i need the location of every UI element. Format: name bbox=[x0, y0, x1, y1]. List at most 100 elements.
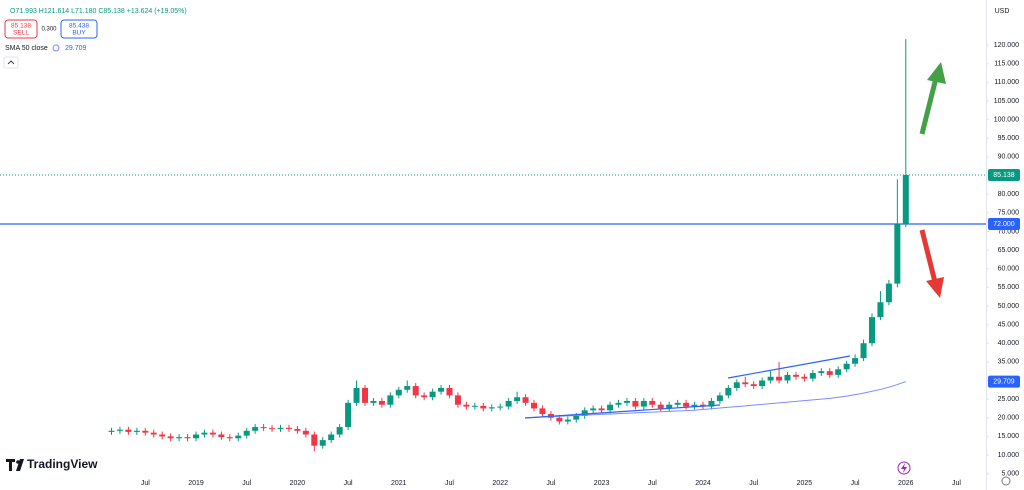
candle-body bbox=[716, 395, 723, 401]
candle-body bbox=[623, 400, 630, 403]
x-tick-label: 2025 bbox=[797, 480, 813, 487]
y-tick-label: 90.000 bbox=[998, 154, 1020, 161]
candle-body bbox=[277, 427, 284, 429]
candle-body bbox=[438, 387, 445, 392]
price-tag-label: 29.709 bbox=[993, 378, 1015, 385]
candle-body bbox=[708, 400, 715, 407]
x-tick-label: 2023 bbox=[594, 480, 610, 487]
axis-settings[interactable] bbox=[1001, 476, 1011, 486]
candle-body bbox=[142, 430, 149, 433]
candle-body bbox=[792, 374, 799, 377]
candle-body bbox=[209, 432, 216, 435]
price-tag bbox=[988, 217, 1020, 230]
brand-name: TradingView bbox=[27, 457, 98, 471]
candle-body bbox=[885, 283, 892, 303]
candle-body bbox=[666, 404, 673, 409]
brand-logo: TradingView bbox=[6, 457, 98, 471]
candle-body bbox=[759, 380, 766, 387]
candle-body bbox=[159, 434, 166, 437]
x-tick-label: 2019 bbox=[188, 480, 204, 487]
y-tick-label: 20.000 bbox=[998, 415, 1020, 422]
sell-button[interactable]: 85.138 SELL bbox=[4, 19, 38, 39]
x-tick-label: Jul bbox=[445, 480, 454, 487]
candle-body bbox=[412, 386, 419, 396]
candle-body bbox=[395, 389, 402, 396]
y-tick-label: 70.000 bbox=[998, 228, 1020, 235]
x-tick-label: Jul bbox=[141, 480, 150, 487]
candle-body bbox=[269, 428, 276, 430]
candle-body bbox=[531, 402, 537, 409]
sma-line bbox=[525, 381, 906, 419]
y-tick-label: 55.000 bbox=[998, 284, 1020, 291]
buy-label: BUY bbox=[72, 30, 86, 37]
price-tag-label: 72.000 bbox=[993, 221, 1015, 228]
candle-body bbox=[463, 404, 470, 407]
buy-price: 85.438 bbox=[69, 23, 89, 30]
candle-body bbox=[353, 387, 360, 403]
price-tag bbox=[988, 169, 1020, 182]
candle-body bbox=[125, 429, 132, 432]
candle-body bbox=[852, 358, 859, 364]
sell-label: SELL bbox=[13, 30, 29, 37]
candle-body bbox=[362, 387, 368, 403]
candle-body bbox=[818, 371, 825, 374]
candle-body bbox=[319, 440, 326, 446]
candle-body bbox=[809, 373, 816, 379]
candle-body bbox=[598, 408, 605, 411]
trend-line bbox=[727, 355, 851, 379]
candle-body bbox=[201, 432, 208, 435]
candle-body bbox=[446, 387, 453, 396]
y-tick-label: 60.000 bbox=[998, 266, 1020, 273]
event-icon[interactable] bbox=[897, 461, 911, 475]
candle-body bbox=[235, 435, 242, 439]
y-tick-label: 120.000 bbox=[994, 42, 1019, 49]
collapse-button[interactable] bbox=[3, 56, 19, 69]
candle-body bbox=[116, 429, 123, 431]
candle-body bbox=[674, 402, 681, 405]
x-tick-label: 2021 bbox=[391, 480, 407, 487]
down-arrow bbox=[919, 229, 944, 298]
buy-button[interactable]: 85.438 BUY bbox=[60, 19, 98, 39]
x-tick-label: Jul bbox=[952, 480, 961, 487]
x-tick-label: Jul bbox=[648, 480, 657, 487]
candle-body bbox=[581, 410, 588, 416]
candle-body bbox=[505, 400, 512, 407]
candle-body bbox=[514, 397, 521, 401]
candle-body bbox=[607, 404, 614, 411]
y-tick-label: 100.000 bbox=[994, 116, 1019, 123]
candle-body bbox=[378, 400, 385, 405]
y-tick-label: 25.000 bbox=[998, 396, 1020, 403]
x-tick-label: Jul bbox=[749, 480, 758, 487]
candle-body bbox=[285, 427, 292, 429]
candle-body bbox=[471, 405, 478, 407]
y-tick-label: 40.000 bbox=[998, 340, 1020, 347]
candle-body bbox=[573, 415, 580, 420]
candle-body bbox=[480, 405, 487, 409]
sma-value: 29.709 bbox=[65, 45, 87, 52]
candle-body bbox=[657, 404, 664, 409]
up-arrow bbox=[919, 62, 946, 135]
candle-body bbox=[843, 363, 850, 370]
candle-body bbox=[784, 374, 791, 381]
candle-body bbox=[176, 437, 183, 439]
candle-body bbox=[421, 395, 428, 398]
y-tick-label: 110.000 bbox=[994, 79, 1019, 86]
candle-body bbox=[539, 408, 546, 415]
candle-body bbox=[167, 436, 174, 439]
candle-body bbox=[860, 343, 867, 359]
candle-body bbox=[150, 432, 157, 435]
candle-body bbox=[252, 427, 259, 431]
sell-price: 85.138 bbox=[11, 23, 31, 30]
y-tick-label: 80.000 bbox=[998, 191, 1020, 198]
candle-body bbox=[218, 434, 225, 438]
candle-body bbox=[564, 419, 571, 422]
spread: 0.300 bbox=[41, 27, 57, 33]
sma-legend: SMA 50 close bbox=[5, 45, 48, 52]
candle-body bbox=[336, 427, 343, 435]
candle-body bbox=[108, 430, 115, 432]
sma-settings-icon[interactable] bbox=[52, 44, 60, 52]
candle-body bbox=[184, 437, 191, 439]
candle-body bbox=[590, 408, 597, 411]
price-tag bbox=[988, 375, 1020, 388]
